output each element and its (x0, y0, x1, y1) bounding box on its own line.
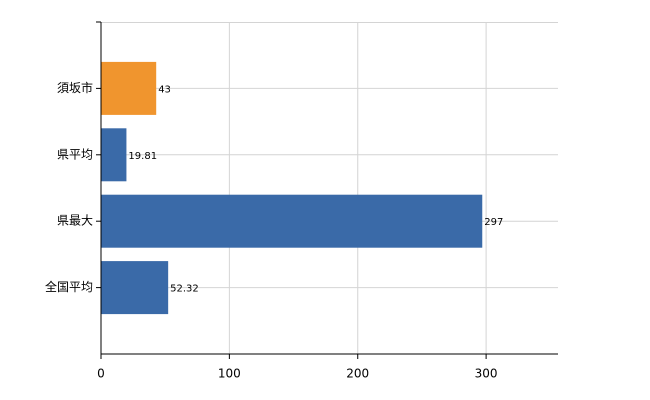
value-label: 297 (484, 217, 503, 228)
y-tick-label: 県最大 (57, 214, 93, 228)
value-label: 52.32 (170, 284, 199, 295)
x-tick-label: 200 (346, 367, 369, 381)
value-label: 43 (158, 84, 171, 95)
value-label: 19.81 (128, 151, 157, 162)
y-tick-label: 須坂市 (57, 80, 93, 95)
y-tick-label: 全国平均 (45, 279, 93, 294)
y-tick-label: 県平均 (57, 147, 93, 161)
bar (101, 61, 157, 115)
x-tick-label: 300 (475, 367, 498, 381)
bar (101, 261, 169, 315)
bar (101, 128, 127, 182)
x-tick-label: 100 (218, 367, 241, 381)
bar (101, 194, 483, 248)
x-tick-label: 0 (97, 367, 105, 381)
